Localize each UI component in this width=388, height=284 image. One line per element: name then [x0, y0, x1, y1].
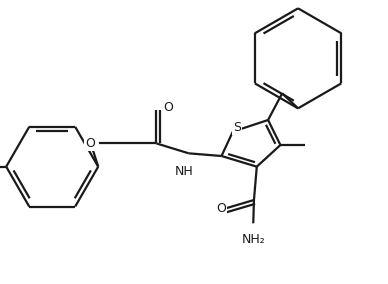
Text: NH: NH	[174, 165, 193, 178]
Text: O: O	[216, 202, 226, 215]
Text: O: O	[85, 137, 95, 150]
Text: O: O	[163, 101, 173, 114]
Text: S: S	[233, 121, 241, 134]
Text: NH₂: NH₂	[241, 233, 265, 246]
